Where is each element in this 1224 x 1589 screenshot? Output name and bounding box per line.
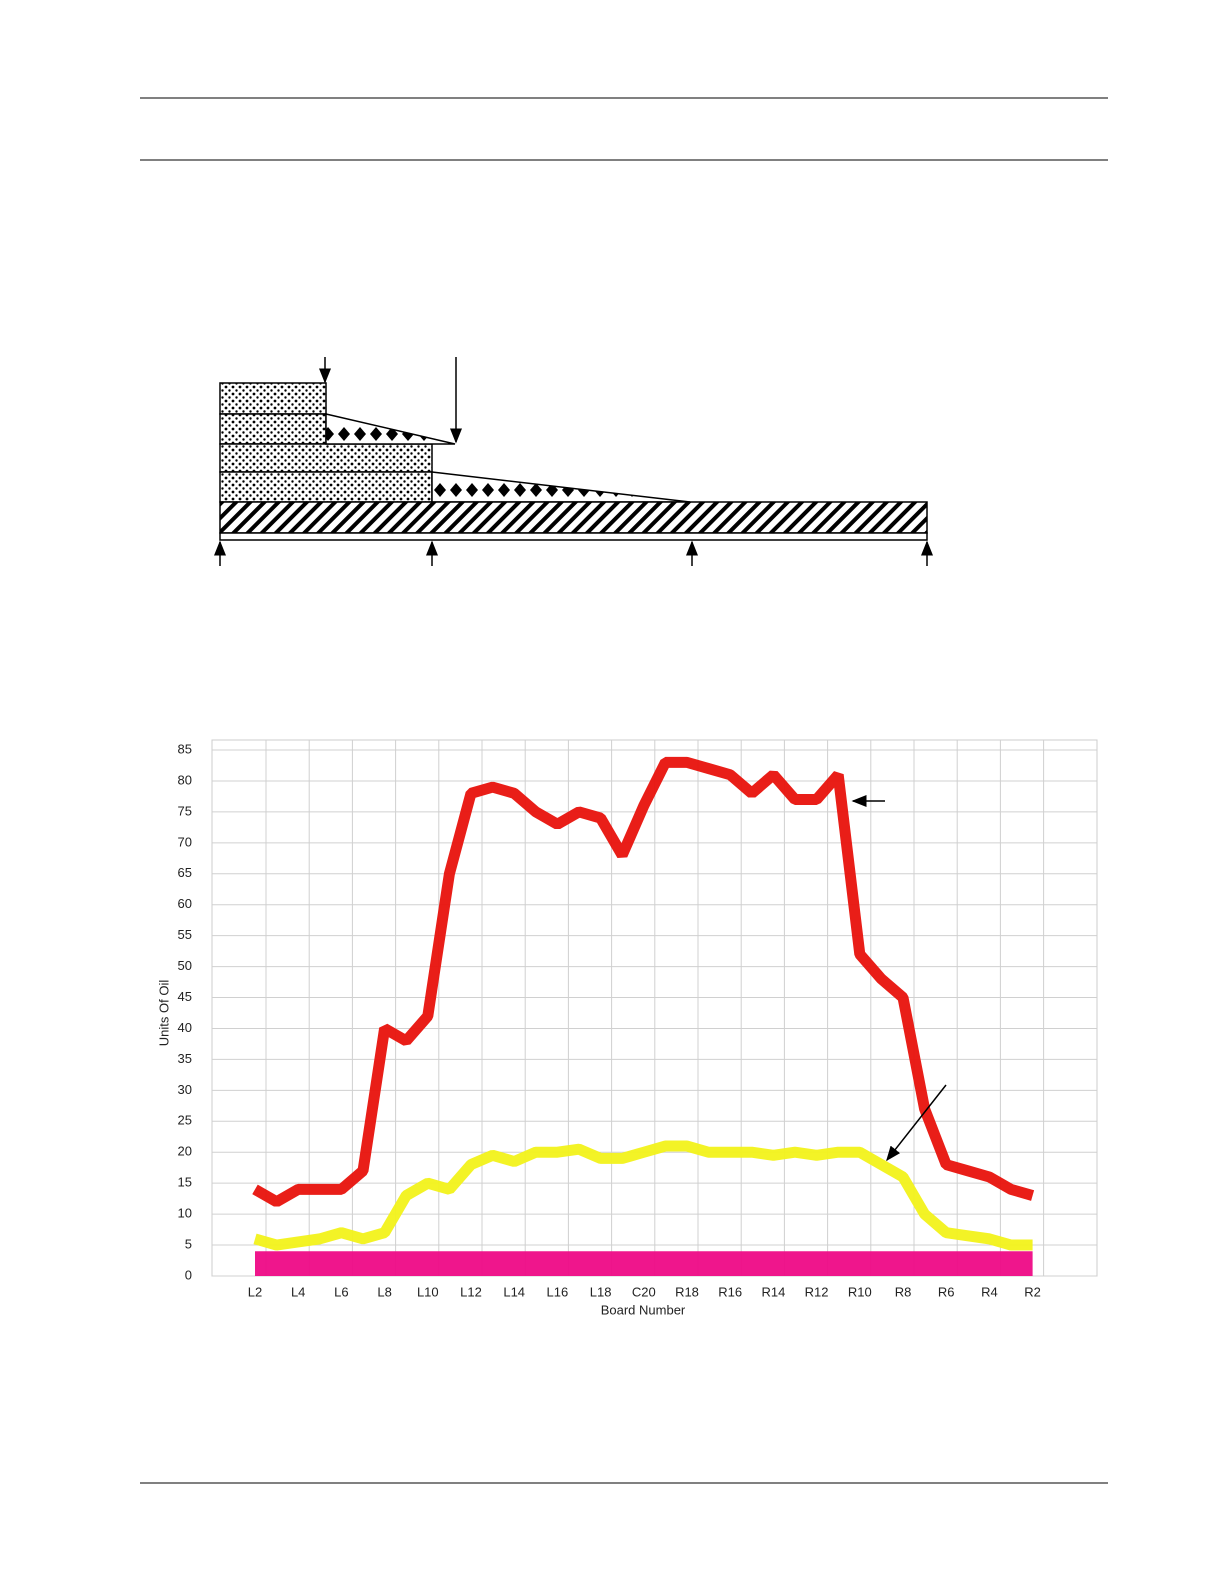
y-tick-label: 45 bbox=[178, 989, 192, 1004]
y-tick-label: 85 bbox=[178, 741, 192, 756]
x-tick-label: L2 bbox=[248, 1284, 262, 1299]
y-tick-label: 50 bbox=[178, 958, 192, 973]
y-tick-label: 20 bbox=[178, 1144, 192, 1159]
y-tick-label: 0 bbox=[185, 1267, 192, 1282]
y-tick-label: 5 bbox=[185, 1236, 192, 1251]
y-tick-label: 75 bbox=[178, 803, 192, 818]
x-tick-label: R10 bbox=[848, 1284, 872, 1299]
x-tick-label: R16 bbox=[718, 1284, 742, 1299]
y-tick-label: 80 bbox=[178, 772, 192, 787]
page-rules bbox=[140, 97, 1108, 1484]
x-tick-label: L18 bbox=[590, 1284, 612, 1299]
y-tick-label: 40 bbox=[178, 1020, 192, 1035]
x-tick-label: L8 bbox=[377, 1284, 391, 1299]
x-tick-label: R8 bbox=[895, 1284, 912, 1299]
series-line bbox=[252, 756, 1035, 1207]
x-tick-label: L6 bbox=[334, 1284, 348, 1299]
chart: Units Of Oil Board Number 0 5 10 15 20 25 30 35… bbox=[156, 739, 1098, 1317]
y-tick-label: 70 bbox=[178, 834, 192, 849]
x-tick-label: R18 bbox=[675, 1284, 699, 1299]
y-tick-label: 65 bbox=[178, 865, 192, 880]
y-tick-label: 10 bbox=[178, 1206, 192, 1221]
x-tick-label: L4 bbox=[291, 1284, 305, 1299]
x-tick-label: L10 bbox=[417, 1284, 439, 1299]
x-tick-label: C20 bbox=[632, 1284, 656, 1299]
y-tick-label: 55 bbox=[178, 927, 192, 942]
layer-diagram bbox=[214, 357, 933, 566]
x-tick-label: R12 bbox=[805, 1284, 829, 1299]
x-axis-title: Board Number bbox=[601, 1302, 686, 1317]
x-tick-label: L14 bbox=[503, 1284, 525, 1299]
y-tick-label: 25 bbox=[178, 1113, 192, 1128]
series-line bbox=[253, 1140, 1033, 1251]
x-tick-label: L16 bbox=[547, 1284, 569, 1299]
annotation-arrows bbox=[851, 795, 947, 1162]
x-tick-label: R2 bbox=[1024, 1284, 1041, 1299]
x-tick-label: R14 bbox=[761, 1284, 785, 1299]
y-axis-title: Units Of Oil bbox=[156, 980, 171, 1047]
y-tick-label: 15 bbox=[178, 1175, 192, 1190]
x-tick-label: R4 bbox=[981, 1284, 998, 1299]
y-tick-label: 35 bbox=[178, 1051, 192, 1066]
x-tick-label: R6 bbox=[938, 1284, 955, 1299]
y-tick-label: 30 bbox=[178, 1082, 192, 1097]
x-tick-label: L12 bbox=[460, 1284, 482, 1299]
y-tick-label: 60 bbox=[178, 896, 192, 911]
